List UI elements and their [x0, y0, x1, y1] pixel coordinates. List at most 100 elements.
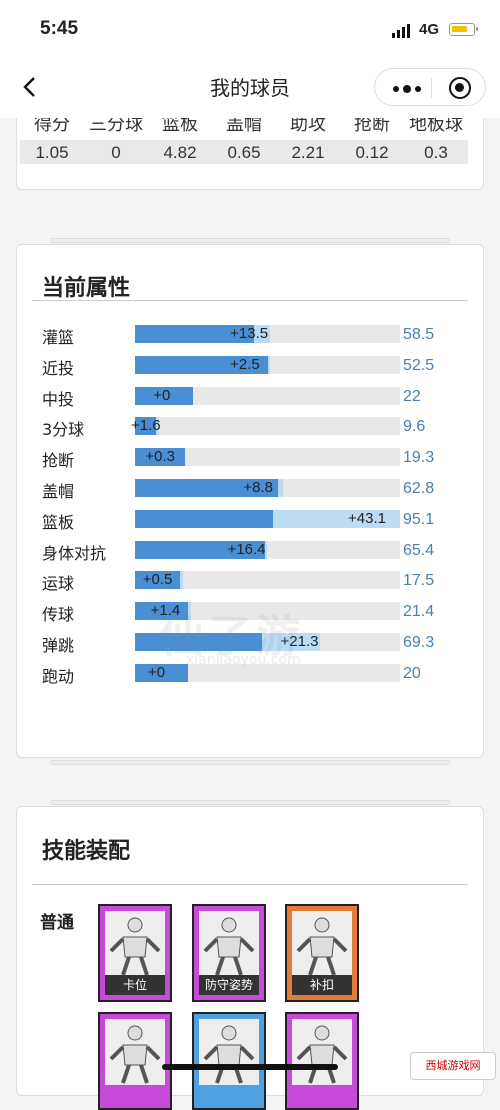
attribute-bonus-fill: [262, 633, 321, 651]
site-logo: 西城游戏网: [410, 1052, 496, 1080]
more-icon[interactable]: [393, 85, 421, 93]
stats-value-row: 1.05 0 4.82 0.65 2.21 0.12 0.3: [20, 140, 468, 164]
attribute-delta: +0.5: [142, 571, 173, 589]
attribute-bonus-fill: [254, 325, 271, 343]
card-stack-edge: [50, 760, 450, 765]
attribute-delta: +13.5: [230, 325, 269, 342]
attribute-bar: +21.3: [135, 633, 400, 651]
title-divider: [32, 884, 468, 885]
attribute-bonus-fill: [264, 540, 268, 559]
stats-header-cell: 盖帽: [226, 118, 262, 135]
attribute-base-fill: [135, 509, 273, 528]
home-indicator: [162, 1064, 338, 1070]
skill-card[interactable]: [285, 1012, 359, 1110]
stats-value-cell: 1.05: [35, 143, 69, 162]
attribute-label: 中投: [42, 389, 75, 409]
attribute-bonus-fill: [278, 479, 284, 497]
attribute-delta: +0: [153, 386, 171, 404]
attribute-label: 身体对抗: [42, 543, 107, 563]
stats-header-cell: 篮板: [162, 118, 198, 135]
attribute-bar: +0: [135, 386, 400, 405]
attribute-bonus-fill: [180, 571, 183, 590]
attribute-label: 盖帽: [42, 482, 75, 501]
watermark-url: xianliaoyou.com: [186, 652, 301, 668]
attribute-bonus-fill: [156, 417, 159, 436]
attribute-bar: +16.4: [135, 540, 400, 559]
stats-header-cell: 地板球: [409, 118, 463, 135]
stats-header-row: 得分 三分球 篮板 盖帽 助攻 抢断 地板球: [20, 118, 468, 138]
attribute-bonus-fill: [272, 509, 400, 528]
attribute-total: 20: [403, 664, 421, 682]
attribute-total: 95.1: [403, 510, 435, 528]
page-title: 我的球员: [210, 76, 290, 100]
attribute-bar: +0: [135, 663, 400, 682]
attribute-base-fill: [135, 479, 279, 497]
attribute-label: 传球: [42, 605, 75, 625]
stats-header-cell: 抢断: [354, 118, 390, 135]
watermark: 仙了游: [160, 611, 304, 662]
attribute-label: 运球: [42, 574, 75, 594]
attribute-base-fill: [135, 602, 188, 621]
attribute-bar: +13.5: [135, 325, 400, 343]
mini-program-capsule: [374, 68, 486, 106]
skill-card[interactable]: 补扣: [285, 904, 359, 1002]
attribute-base-fill: [135, 540, 265, 559]
attribute-bar: +1.4: [135, 602, 400, 621]
attribute-label: 篮板: [42, 512, 75, 532]
player-pose-icon: [199, 1019, 259, 1085]
attribute-base-fill: [135, 633, 263, 651]
player-pose-icon: [105, 911, 165, 977]
stats-header-cell: 助攻: [290, 118, 326, 135]
card-stack-edge: [50, 238, 450, 243]
attribute-label: 3分球: [42, 420, 85, 440]
attributes-title: 当前属性: [42, 276, 131, 301]
attribute-total: 69.3: [403, 634, 435, 651]
title-divider: [32, 300, 468, 301]
stats-value-cell: 0.12: [355, 143, 389, 162]
stats-value-cell: 0.65: [227, 143, 261, 162]
attribute-label: 抢断: [42, 451, 75, 471]
player-pose-icon: [292, 911, 352, 977]
status-time: 5:45: [40, 18, 79, 39]
stats-value-cell: 0.3: [424, 143, 448, 162]
attribute-bar: +2.5: [135, 355, 400, 374]
stats-header-cell: 三分球: [89, 118, 143, 135]
attribute-total: 65.4: [403, 541, 435, 559]
attribute-bar: +43.1: [135, 509, 400, 528]
attribute-total: 58.5: [403, 326, 435, 343]
attribute-total: 21.4: [403, 603, 435, 621]
attribute-delta: +1.6: [131, 417, 161, 435]
attribute-delta: +1.4: [150, 602, 181, 620]
attribute-total: 17.5: [403, 572, 435, 590]
close-target-icon[interactable]: [449, 77, 471, 99]
player-pose-icon: [199, 911, 259, 977]
player-pose-icon: [105, 1019, 165, 1085]
attribute-delta: +43.1: [348, 509, 386, 527]
attribute-base-fill: [135, 448, 186, 467]
skill-group-label: 普通: [40, 913, 74, 933]
card-stack-edge: [50, 800, 450, 805]
skill-card[interactable]: 防守姿势: [192, 904, 266, 1002]
skill-card[interactable]: [98, 1012, 172, 1110]
attribute-base-fill: [135, 417, 157, 436]
skill-card[interactable]: [192, 1012, 266, 1110]
attribute-bar: +0.5: [135, 571, 400, 590]
attribute-total: 19.3: [403, 449, 435, 467]
attribute-label: 灌篮: [42, 328, 75, 347]
skill-name: 补扣: [292, 975, 352, 995]
attribute-label: 跑动: [42, 666, 75, 686]
attribute-base-fill: [135, 571, 181, 590]
stats-value-cell: 4.82: [163, 143, 197, 162]
back-arrow-icon[interactable]: [18, 74, 44, 100]
attribute-delta: +2.5: [230, 355, 260, 373]
attribute-delta: +8.8: [243, 479, 274, 496]
attribute-label: 弹跳: [42, 636, 75, 655]
battery-icon: [449, 23, 478, 36]
attribute-label: 近投: [42, 358, 75, 378]
stats-value-cell: 2.21: [291, 143, 325, 162]
stats-header-cell: 得分: [34, 118, 70, 135]
attribute-base-fill: [135, 355, 268, 374]
attribute-delta: +16.4: [227, 540, 266, 558]
attribute-total: 62.8: [403, 480, 435, 497]
skill-card[interactable]: 卡位: [98, 904, 172, 1002]
